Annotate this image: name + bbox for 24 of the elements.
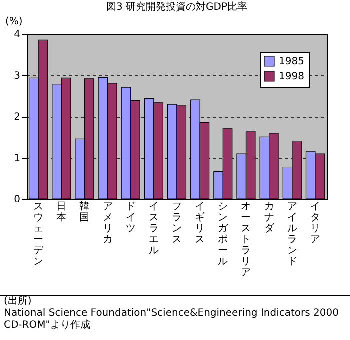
y-axis-title: (%) <box>6 16 23 28</box>
x-tick-label: ドイツ <box>126 202 136 234</box>
y-tick-label: 2 <box>14 112 20 123</box>
y-tick-label: 1 <box>14 153 20 164</box>
x-tick-label: フランス <box>172 202 182 246</box>
text: National Science Foundation"Science&Engineering Indicators 2000 CD-ROM"より作成 <box>4 308 340 332</box>
legend-label: 1998 <box>279 72 304 82</box>
x-tick-label: オーストラリア <box>241 202 252 278</box>
text: (出所) <box>4 296 33 308</box>
x-tick-label: イスラエル <box>148 202 159 256</box>
x-tick-label: 韓国 <box>80 200 90 224</box>
chart-title: 図3 研究開発投資の対GDP比率 <box>106 1 248 13</box>
y-tick-label: 3 <box>14 70 20 82</box>
x-tick-label: イギリス <box>195 202 206 246</box>
legend-label: 1985 <box>279 56 304 68</box>
x-tick-label: イタリア <box>310 202 320 246</box>
x-tick-label: アメリカ <box>102 202 113 246</box>
x-tick-label: カナダ <box>264 202 276 234</box>
x-tick-label: シンガポール <box>218 202 230 268</box>
y-tick-label: 4 <box>14 30 20 40</box>
x-tick-label: スウェーデン <box>34 202 45 268</box>
y-tick-label: 0 <box>14 194 20 206</box>
x-tick-label: 日本 <box>56 202 67 224</box>
x-tick-label: アイルランド <box>287 202 298 268</box>
